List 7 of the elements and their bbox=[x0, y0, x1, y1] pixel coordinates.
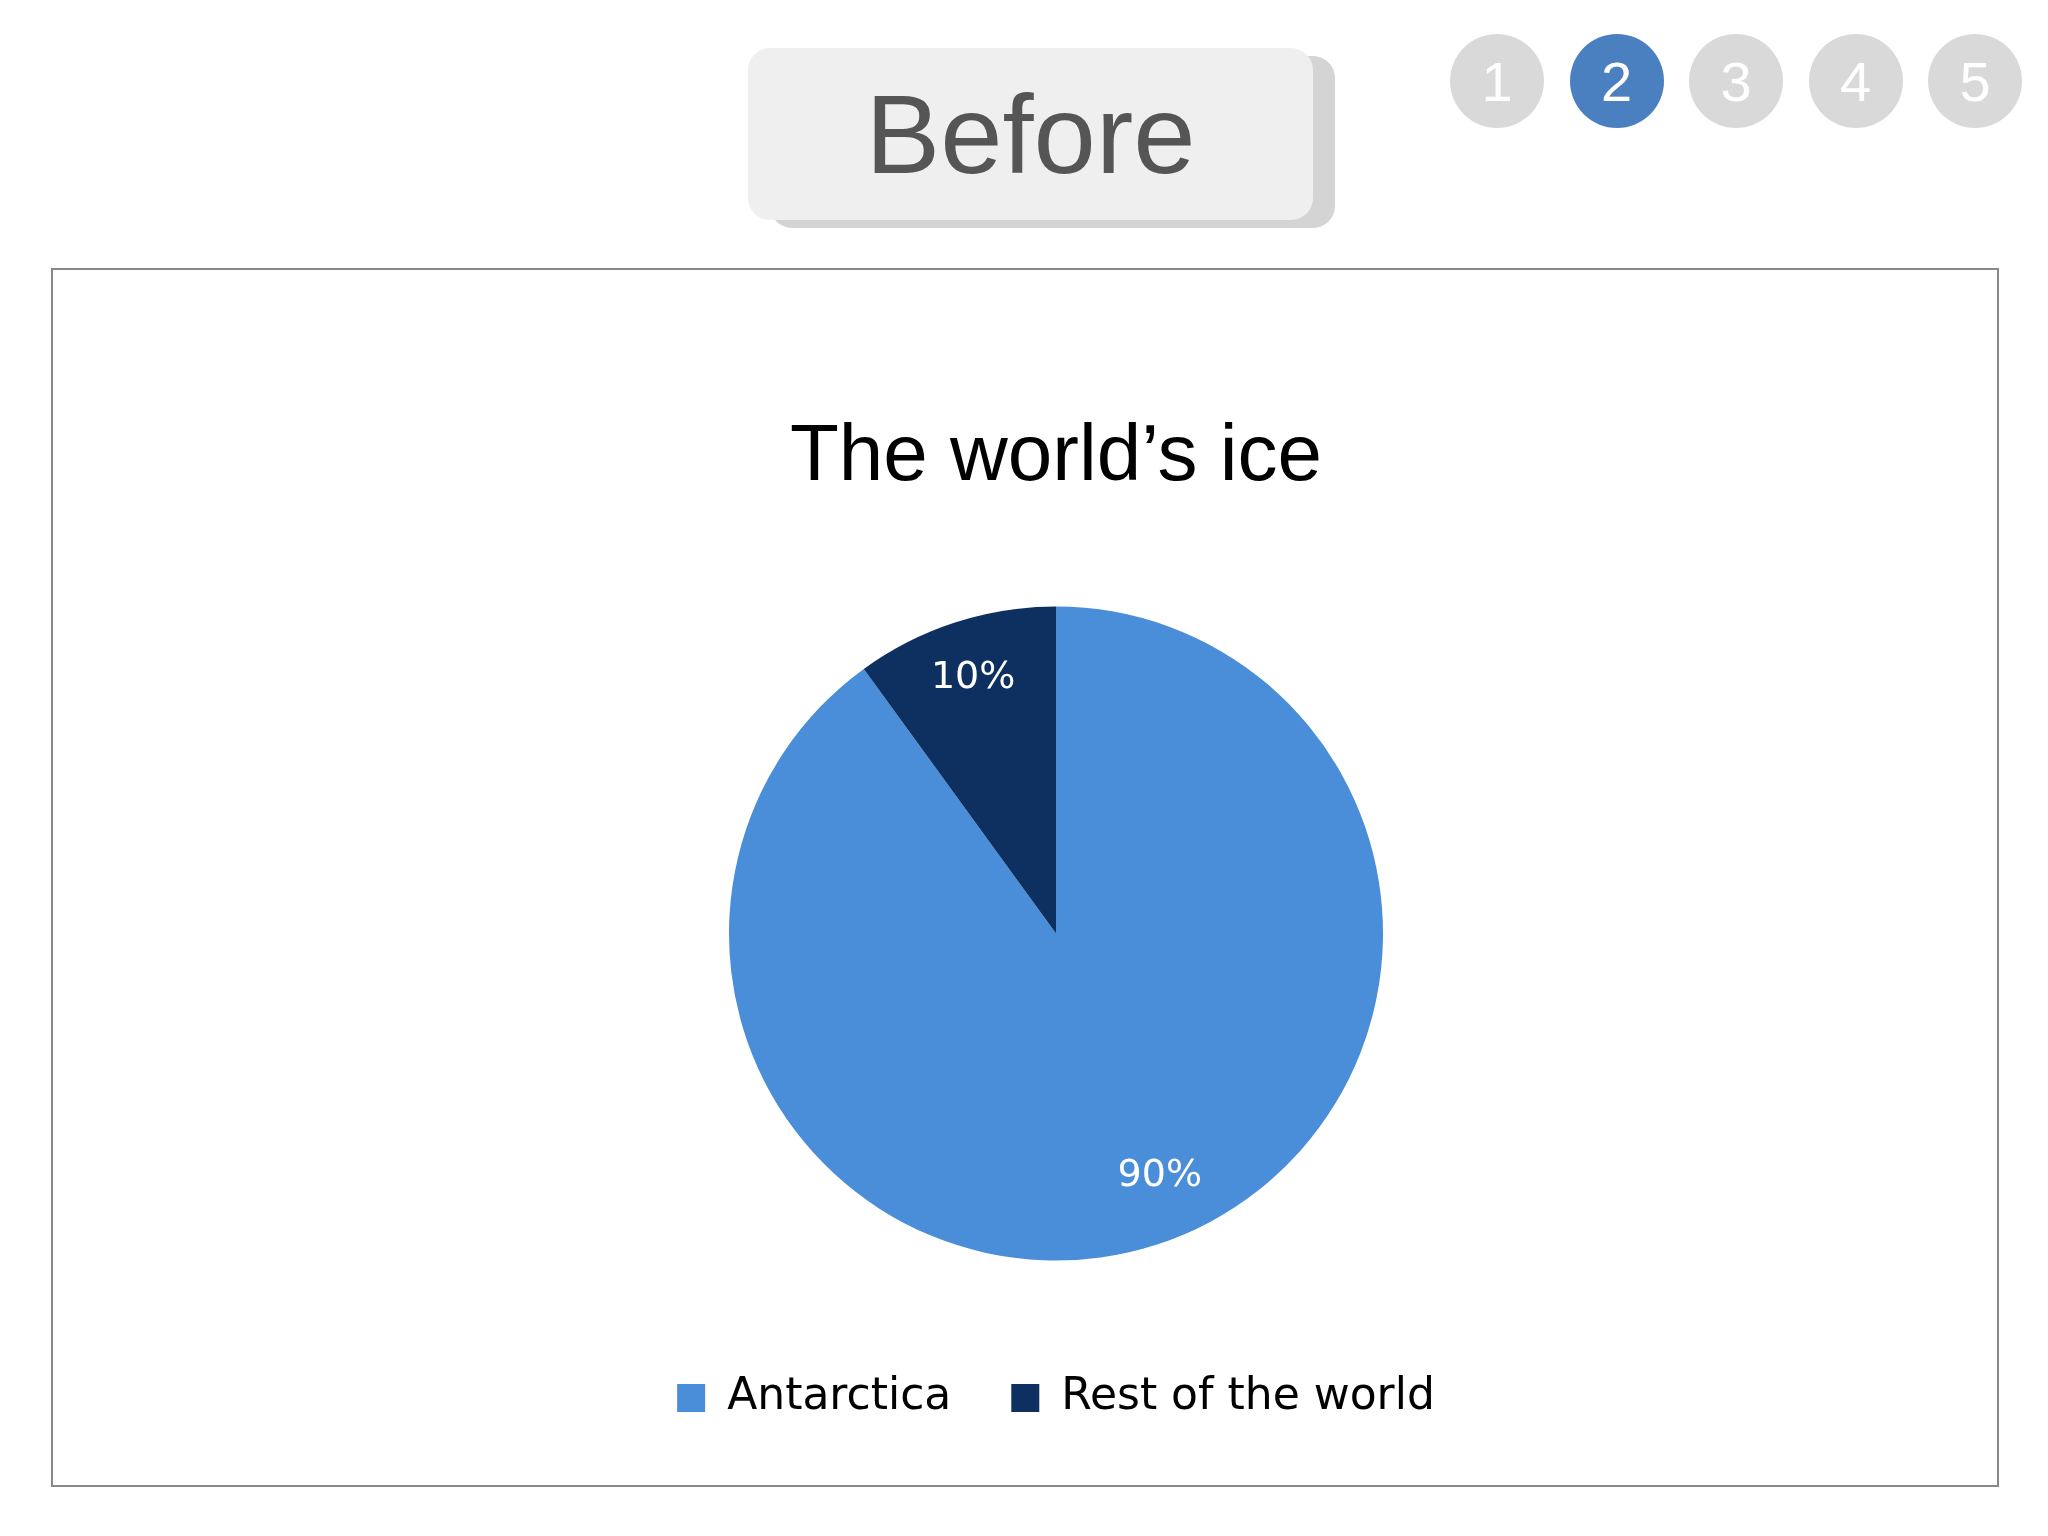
legend-label: Antarctica bbox=[727, 1368, 952, 1420]
data-label: 90% bbox=[1117, 1150, 1203, 1195]
text: Before bbox=[748, 48, 1313, 220]
chart-title: The world’s ice bbox=[789, 408, 1323, 498]
legend-label: Rest of the world bbox=[1061, 1368, 1435, 1420]
text: 2 bbox=[1569, 34, 1664, 128]
data-label: 10% bbox=[930, 653, 1016, 698]
